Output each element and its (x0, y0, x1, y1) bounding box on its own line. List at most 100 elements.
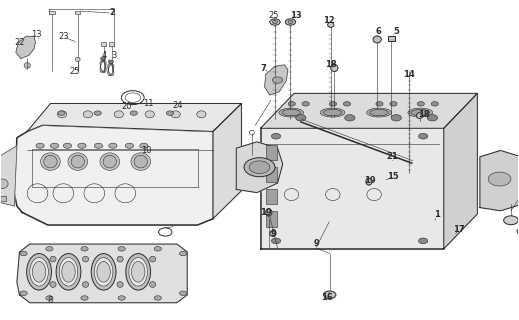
Ellipse shape (44, 155, 57, 168)
Ellipse shape (149, 256, 156, 262)
Circle shape (63, 143, 72, 148)
Bar (266, 145, 277, 160)
Ellipse shape (282, 109, 301, 116)
Ellipse shape (24, 63, 30, 68)
Circle shape (376, 102, 383, 106)
Ellipse shape (411, 109, 430, 116)
Ellipse shape (408, 108, 433, 117)
Circle shape (431, 102, 439, 106)
Circle shape (288, 20, 293, 24)
Circle shape (20, 291, 27, 295)
Circle shape (108, 60, 114, 63)
Ellipse shape (323, 109, 342, 116)
Ellipse shape (131, 261, 145, 282)
Circle shape (418, 133, 428, 139)
Ellipse shape (370, 109, 388, 116)
Polygon shape (0, 146, 17, 206)
Ellipse shape (75, 57, 80, 62)
Ellipse shape (327, 22, 334, 28)
Circle shape (180, 252, 187, 256)
Circle shape (272, 77, 283, 83)
Circle shape (390, 102, 397, 106)
Ellipse shape (97, 261, 111, 282)
Text: 24: 24 (173, 101, 183, 110)
Circle shape (391, 115, 402, 121)
Text: 7: 7 (260, 63, 266, 73)
Circle shape (140, 143, 148, 148)
Text: 25: 25 (268, 11, 279, 20)
Circle shape (118, 296, 125, 300)
Polygon shape (236, 142, 283, 193)
Text: 9: 9 (313, 239, 319, 248)
Ellipse shape (59, 258, 78, 286)
Ellipse shape (320, 108, 345, 117)
Ellipse shape (68, 153, 88, 170)
Ellipse shape (56, 253, 81, 290)
Circle shape (488, 172, 511, 186)
Ellipse shape (331, 65, 338, 71)
Text: 19: 19 (364, 176, 376, 185)
Circle shape (101, 57, 106, 60)
Text: 15: 15 (387, 172, 399, 181)
Circle shape (94, 143, 103, 148)
Polygon shape (480, 150, 519, 211)
Polygon shape (261, 128, 444, 249)
Ellipse shape (94, 258, 113, 286)
Text: 10: 10 (141, 146, 151, 155)
Bar (266, 167, 277, 182)
Polygon shape (444, 93, 477, 249)
Circle shape (503, 216, 518, 225)
Circle shape (78, 143, 86, 148)
Ellipse shape (83, 111, 92, 118)
Ellipse shape (103, 155, 116, 168)
Ellipse shape (171, 111, 180, 118)
Text: 25: 25 (70, 67, 80, 76)
Ellipse shape (83, 256, 89, 262)
Circle shape (296, 115, 306, 121)
Text: 2: 2 (110, 8, 115, 17)
Bar (101, 42, 106, 46)
Ellipse shape (279, 108, 304, 117)
Ellipse shape (71, 155, 85, 168)
Ellipse shape (134, 155, 147, 168)
Circle shape (46, 296, 53, 300)
Bar (49, 11, 54, 14)
Ellipse shape (416, 113, 422, 118)
Ellipse shape (32, 261, 46, 282)
Circle shape (94, 111, 101, 115)
Text: 1: 1 (434, 210, 440, 220)
Circle shape (130, 111, 138, 115)
Text: 18: 18 (325, 60, 336, 69)
Circle shape (271, 133, 281, 139)
Circle shape (20, 252, 27, 256)
Text: 23: 23 (58, 32, 69, 41)
Text: 11: 11 (143, 99, 154, 108)
Circle shape (288, 102, 295, 106)
Circle shape (345, 115, 355, 121)
Circle shape (330, 102, 337, 106)
Ellipse shape (131, 153, 151, 170)
Bar (388, 36, 395, 41)
Circle shape (118, 247, 125, 251)
Ellipse shape (50, 282, 56, 287)
Polygon shape (265, 65, 288, 95)
Ellipse shape (26, 253, 51, 290)
Ellipse shape (30, 258, 48, 286)
Ellipse shape (117, 282, 123, 287)
Text: 3: 3 (111, 51, 117, 60)
Circle shape (154, 247, 161, 251)
Text: 4: 4 (102, 51, 107, 60)
Circle shape (418, 238, 428, 244)
Circle shape (166, 111, 173, 115)
Polygon shape (15, 125, 213, 225)
Circle shape (125, 143, 133, 148)
Bar (75, 11, 80, 14)
Text: 22: 22 (14, 38, 25, 47)
Ellipse shape (145, 111, 155, 118)
Ellipse shape (83, 282, 89, 287)
Ellipse shape (126, 253, 151, 290)
Text: 8: 8 (48, 296, 53, 305)
Bar (266, 189, 277, 204)
Polygon shape (261, 93, 477, 128)
Text: 12: 12 (323, 16, 335, 25)
